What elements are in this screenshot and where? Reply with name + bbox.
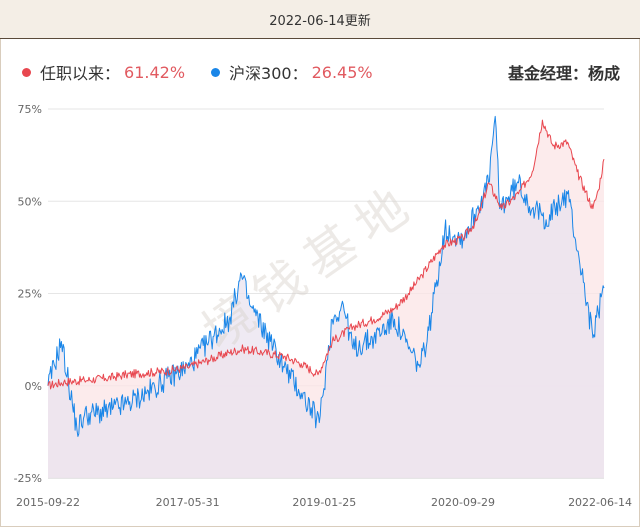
- x-tick-label: 2022-06-14: [568, 496, 632, 509]
- y-tick-label: -25%: [14, 472, 42, 485]
- area-fill-index: [48, 116, 604, 479]
- legend-label-index: 沪深300：: [229, 64, 308, 83]
- y-tick-label: 75%: [18, 103, 42, 116]
- y-tick-label: 50%: [18, 195, 42, 208]
- y-tick-label: 25%: [18, 288, 42, 301]
- chart-header: 2022-06-14更新: [0, 0, 640, 39]
- x-tick-label: 2019-01-25: [292, 496, 356, 509]
- legend-label-fund: 任职以来：: [40, 64, 121, 83]
- update-date: 2022-06-14更新: [269, 13, 371, 29]
- series-lines: [47, 115, 605, 437]
- area-fills: [48, 116, 604, 479]
- series-line-fund: [47, 119, 605, 390]
- legend-item-fund[interactable]: 任职以来： 61.42%: [22, 60, 185, 84]
- legend-dot-icon: [211, 67, 221, 77]
- legend: 任职以来： 61.42% 沪深300： 26.45% 基金经理：杨成: [22, 60, 620, 84]
- x-tick-label: 2015-09-22: [16, 496, 80, 509]
- series-line-index: [47, 115, 605, 437]
- legend-value-fund: 61.42%: [124, 62, 186, 82]
- y-axis-ticks: -25% 0% 25% 50% 75%: [14, 103, 42, 485]
- legend-value-index: 26.45%: [311, 62, 373, 82]
- fund-manager: 基金经理：杨成: [507, 64, 620, 83]
- y-tick-label: 0%: [25, 380, 42, 393]
- x-tick-label: 2017-05-31: [156, 496, 220, 509]
- legend-item-index[interactable]: 沪深300： 26.45%: [211, 60, 373, 84]
- x-axis-ticks: 2015-09-22 2017-05-31 2019-01-25 2020-09-29…: [16, 496, 632, 509]
- x-tick-label: 2020-09-29: [431, 496, 495, 509]
- legend-dot-icon: [22, 67, 31, 77]
